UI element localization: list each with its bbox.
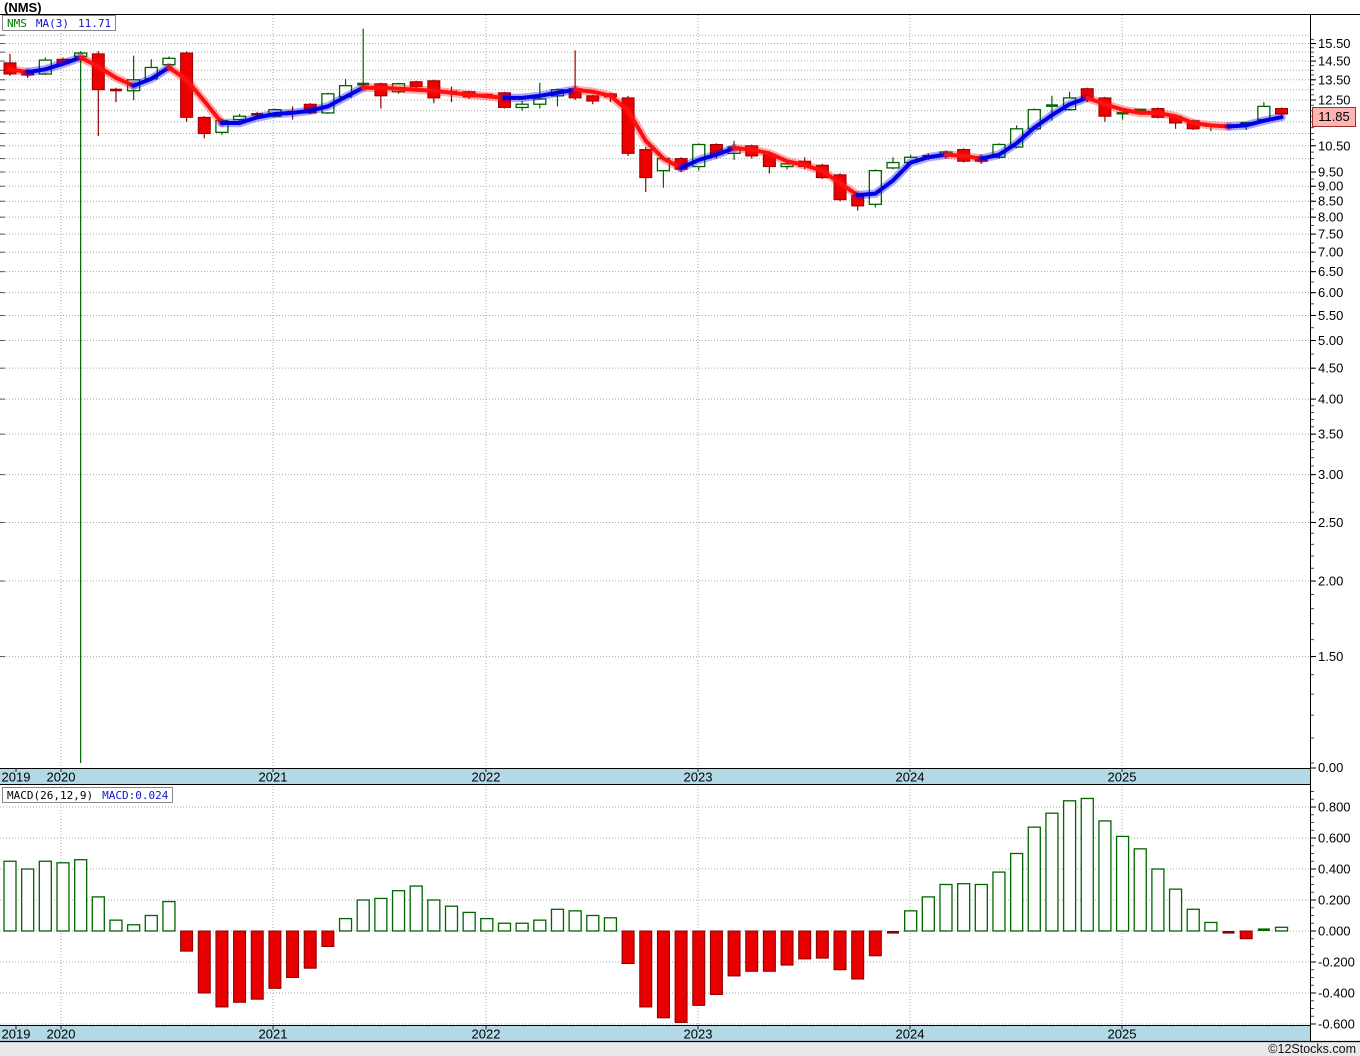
svg-text:2022: 2022 — [472, 770, 501, 785]
svg-text:7.00: 7.00 — [1318, 245, 1343, 260]
svg-text:2019: 2019 — [2, 770, 31, 785]
svg-text:7.50: 7.50 — [1318, 227, 1343, 242]
svg-text:-0.200: -0.200 — [1318, 955, 1355, 970]
svg-text:2019: 2019 — [2, 1027, 31, 1042]
svg-text:15.50: 15.50 — [1318, 36, 1351, 51]
svg-text:0.800: 0.800 — [1318, 800, 1351, 815]
macd-value-label: MACD:0.024 — [102, 788, 169, 802]
svg-text:2020: 2020 — [47, 1027, 76, 1042]
svg-text:2023: 2023 — [684, 770, 713, 785]
ma-value: 11.71 — [78, 16, 112, 30]
macd-params-label: MACD(26,12,9) — [7, 788, 94, 802]
svg-text:3.50: 3.50 — [1318, 427, 1343, 442]
svg-text:4.50: 4.50 — [1318, 361, 1343, 376]
svg-text:2020: 2020 — [47, 770, 76, 785]
last-price-badge: 11.85 — [1312, 107, 1356, 127]
svg-text:2024: 2024 — [896, 1027, 925, 1042]
svg-text:9.00: 9.00 — [1318, 179, 1343, 194]
svg-text:10.50: 10.50 — [1318, 138, 1351, 153]
svg-text:4.00: 4.00 — [1318, 392, 1343, 407]
svg-text:2025: 2025 — [1108, 1027, 1137, 1042]
svg-text:13.50: 13.50 — [1318, 72, 1351, 87]
svg-text:9.50: 9.50 — [1318, 165, 1343, 180]
svg-text:0.000: 0.000 — [1318, 924, 1351, 939]
svg-text:6.00: 6.00 — [1318, 285, 1343, 300]
branding-watermark: ©12Stocks.com — [1268, 1042, 1356, 1056]
svg-text:-0.400: -0.400 — [1318, 986, 1355, 1001]
svg-text:2024: 2024 — [896, 770, 925, 785]
ma-label: MA(3) — [35, 16, 69, 30]
svg-text:2021: 2021 — [259, 1027, 288, 1042]
svg-text:2025: 2025 — [1108, 770, 1137, 785]
svg-text:2023: 2023 — [684, 1027, 713, 1042]
svg-text:-0.600: -0.600 — [1318, 1017, 1355, 1032]
macd-legend: MACD(26,12,9) MACD:0.024 — [2, 787, 174, 803]
svg-text:0.200: 0.200 — [1318, 893, 1351, 908]
page-title: (NMS) — [4, 0, 42, 15]
svg-text:8.00: 8.00 — [1318, 210, 1343, 225]
svg-text:14.50: 14.50 — [1318, 54, 1351, 69]
svg-text:0.00: 0.00 — [1318, 760, 1343, 775]
symbol-label: NMS — [7, 16, 27, 30]
svg-text:8.50: 8.50 — [1318, 194, 1343, 209]
svg-text:3.00: 3.00 — [1318, 467, 1343, 482]
svg-text:0.600: 0.600 — [1318, 831, 1351, 846]
svg-text:2022: 2022 — [472, 1027, 501, 1042]
svg-text:2.00: 2.00 — [1318, 574, 1343, 589]
price-legend: NMS MA(3) 11.71 — [2, 15, 117, 31]
svg-text:2.50: 2.50 — [1318, 515, 1343, 530]
svg-text:6.50: 6.50 — [1318, 264, 1343, 279]
svg-text:12.50: 12.50 — [1318, 92, 1351, 107]
svg-text:5.00: 5.00 — [1318, 333, 1343, 348]
svg-text:1.50: 1.50 — [1318, 649, 1343, 664]
svg-text:5.50: 5.50 — [1318, 308, 1343, 323]
svg-text:0.400: 0.400 — [1318, 862, 1351, 877]
svg-text:2021: 2021 — [259, 770, 288, 785]
